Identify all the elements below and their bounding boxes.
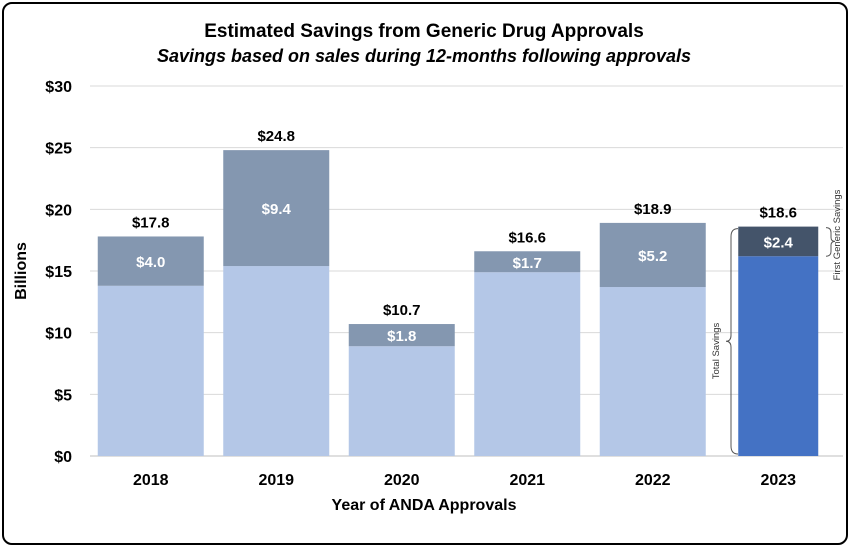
y-tick-label: $0 <box>54 449 72 466</box>
bar-base-2019 <box>223 266 330 456</box>
bar-first-generic-2023 <box>738 226 819 257</box>
first-generic-label-2018: $4.0 <box>136 254 165 271</box>
total-label-2022: $18.9 <box>634 201 672 218</box>
first-generic-label-2019: $9.4 <box>262 201 292 218</box>
first-generic-savings-annotation: First Generic Savings <box>832 189 843 280</box>
x-tick-label-2022: 2022 <box>635 472 671 489</box>
x-axis-label: Year of ANDA Approvals <box>332 497 517 514</box>
y-tick-label: $30 <box>45 79 72 96</box>
first-generic-label-2023: $2.4 <box>764 234 794 251</box>
chart-subtitle: Savings based on sales during 12-months … <box>157 46 691 66</box>
total-savings-brace <box>725 228 739 455</box>
y-axis-label: Billions <box>13 242 30 300</box>
first-generic-label-2020: $1.8 <box>387 328 416 345</box>
x-tick-label-2020: 2020 <box>384 472 420 489</box>
x-tick-label-2018: 2018 <box>133 472 169 489</box>
y-tick-label: $25 <box>45 141 72 158</box>
total-savings-annotation: Total Savings <box>711 323 722 380</box>
total-label-2018: $17.8 <box>132 214 170 231</box>
bar-first-generic-2019 <box>223 150 330 267</box>
y-tick-label: $10 <box>45 326 72 343</box>
total-label-2021: $16.6 <box>508 229 546 246</box>
y-tick-label: $15 <box>45 264 72 281</box>
y-tick-label: $5 <box>54 387 72 404</box>
x-tick-label-2023: 2023 <box>760 472 796 489</box>
bar-base-2020 <box>348 346 455 456</box>
total-label-2020: $10.7 <box>383 302 421 319</box>
bar-base-2023 <box>738 256 819 456</box>
bar-first-generic-2018 <box>97 236 204 286</box>
bar-base-2018 <box>97 285 204 456</box>
bar-first-generic-2021 <box>474 251 581 273</box>
bar-base-2021 <box>474 272 581 456</box>
first-generic-brace <box>825 227 836 257</box>
first-generic-label-2021: $1.7 <box>513 255 542 272</box>
x-tick-label-2019: 2019 <box>258 472 294 489</box>
total-label-2023: $18.6 <box>759 205 797 222</box>
total-label-2019: $24.8 <box>257 128 295 145</box>
first-generic-label-2022: $5.2 <box>638 248 667 265</box>
y-tick-label: $20 <box>45 202 72 219</box>
chart-title: Estimated Savings from Generic Drug Appr… <box>204 21 644 42</box>
x-tick-label-2021: 2021 <box>509 472 545 489</box>
bar-first-generic-2022 <box>599 222 706 288</box>
bar-first-generic-2020 <box>348 324 455 347</box>
bar-base-2022 <box>599 287 706 456</box>
